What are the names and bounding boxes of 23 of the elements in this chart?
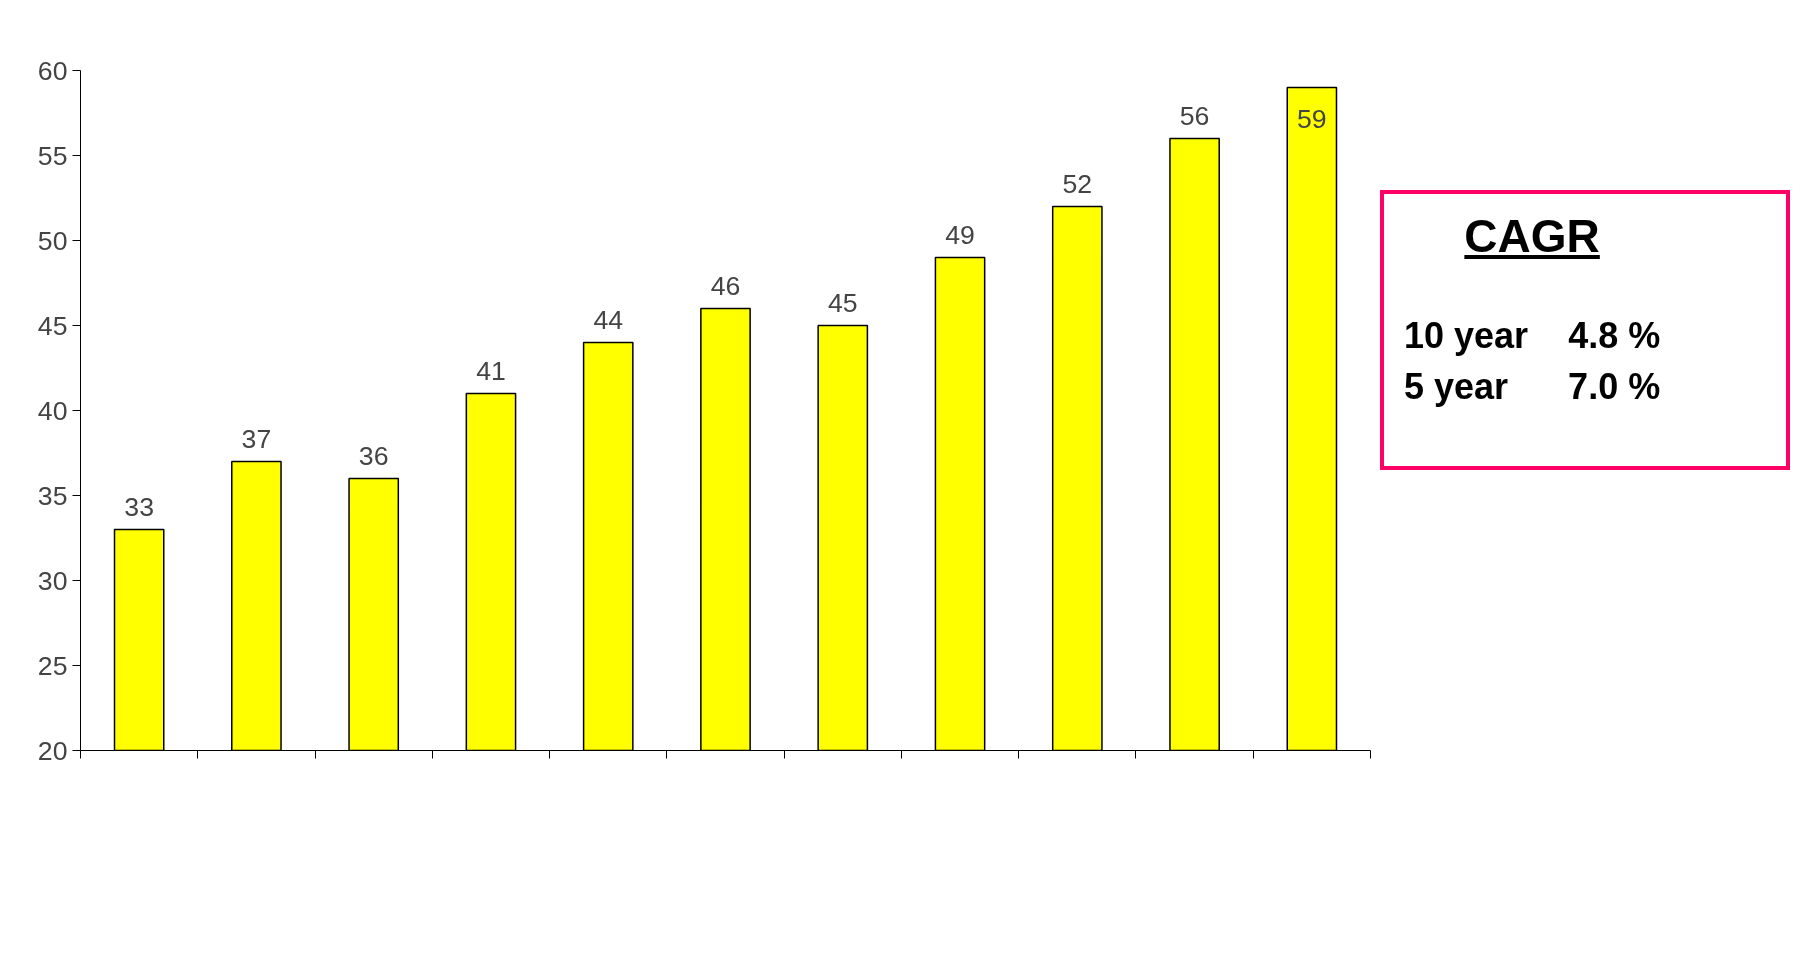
data-label: 45 xyxy=(827,287,858,318)
data-label: 49 xyxy=(945,219,975,250)
y-tick-label: 25 xyxy=(37,650,68,681)
text: 10 year 4.8 % xyxy=(1404,313,1661,358)
y-tick-label: 55 xyxy=(37,140,68,171)
data-label: 56 xyxy=(1179,100,1210,131)
y-tick-label: 40 xyxy=(37,395,68,426)
data-label: 59 xyxy=(1297,103,1327,134)
data-label: 33 xyxy=(124,491,154,522)
text: 5 year 7.0 % xyxy=(1404,365,1661,410)
data-label: 36 xyxy=(358,440,389,471)
data-label: 44 xyxy=(593,304,624,335)
y-tick-label: 45 xyxy=(37,310,68,341)
data-label: 41 xyxy=(476,355,506,386)
data-label: 46 xyxy=(710,270,741,301)
y-tick-label: 50 xyxy=(37,225,68,256)
y-tick-label: 35 xyxy=(37,480,68,511)
y-tick-label: 20 xyxy=(37,735,68,766)
data-label: 52 xyxy=(1062,168,1093,199)
data-label: 37 xyxy=(241,423,272,454)
y-tick-label: 60 xyxy=(37,55,68,86)
y-tick-label: 30 xyxy=(37,565,68,596)
text: CAGR xyxy=(1463,209,1601,264)
